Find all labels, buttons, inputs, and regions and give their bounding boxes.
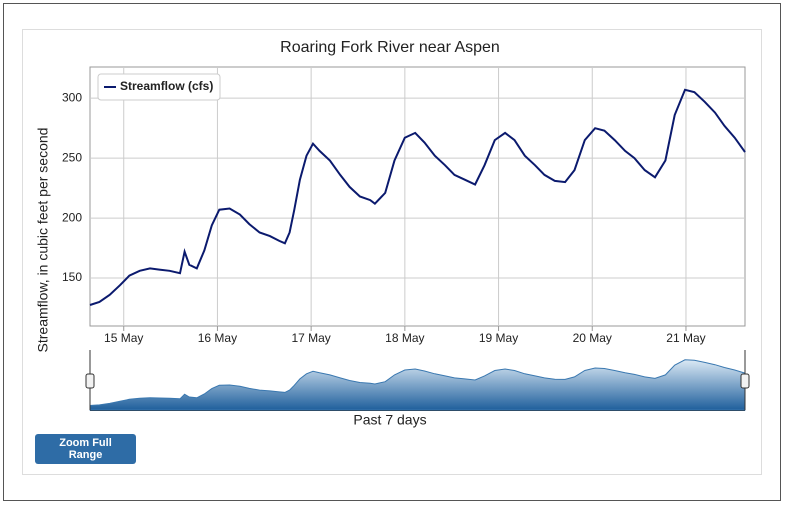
chart-title: Roaring Fork River near Aspen [280,39,500,56]
line-series [89,88,746,306]
x-tick-label: 16 May [198,331,237,345]
x-tick-label: 19 May [479,331,518,345]
navigator-handle [740,373,750,389]
y-tick-label: 150 [62,270,82,284]
zoom-button[interactable]: Zoom Full Range [35,434,136,464]
x-tick-label: 17 May [291,331,330,345]
x-tick-label: 21 May [666,331,705,345]
y-tick-label: 250 [62,150,82,164]
y-tick-label: 300 [62,90,82,104]
legend-box [97,73,221,101]
navigator-handle [85,373,95,389]
y-tick-label: 200 [62,210,82,224]
x-tick-label: 20 May [573,331,612,345]
navigator-label: Past 7 days [353,412,426,428]
legend-label: Streamflow (cfs) [120,79,213,93]
plot-area [89,66,746,327]
x-tick-label: 18 May [385,331,424,345]
x-tick-label: 15 May [104,331,143,345]
y-axis-label: Streamflow, in cubic feet per second [35,128,51,353]
navigator-area [89,359,746,411]
